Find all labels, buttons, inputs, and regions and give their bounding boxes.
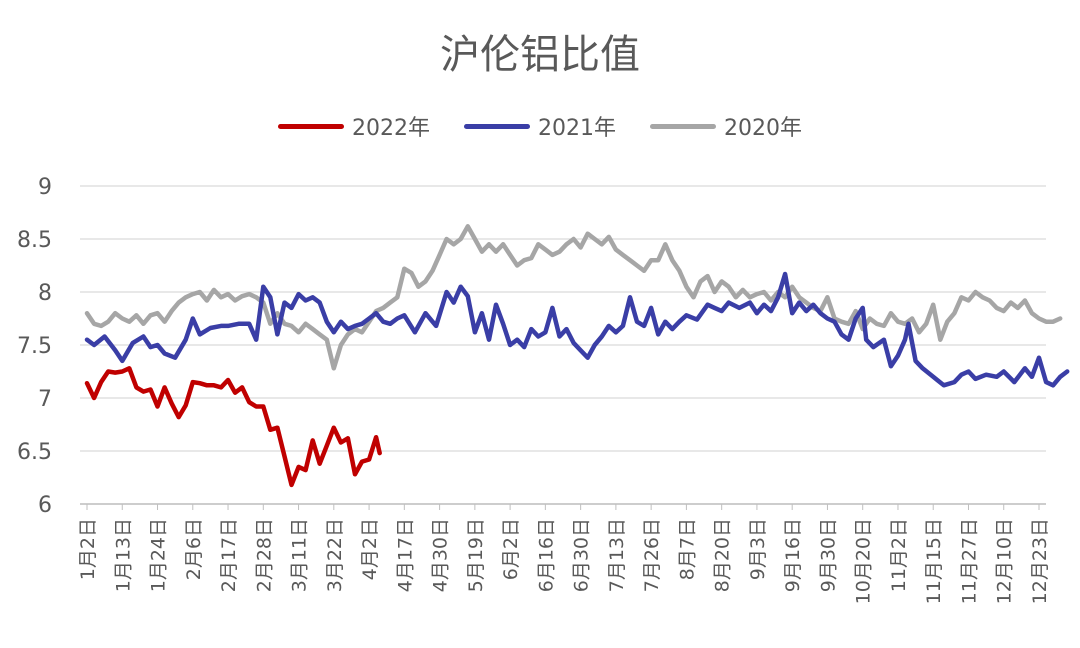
legend: 2022年 2021年 2020年 [0, 110, 1080, 142]
x-tick-label: 1月13日 [112, 518, 134, 592]
y-axis-ticks: 9 8.5 8 7.5 7 6.5 6 [17, 175, 52, 518]
legend-item-2020: 2020年 [650, 110, 802, 142]
x-tick-label: 7月13日 [606, 518, 628, 592]
x-tick-label: 4月2日 [359, 518, 381, 580]
x-tick-label: 2月28日 [253, 518, 275, 592]
legend-swatch-2022 [278, 123, 344, 129]
series-line-2 [84, 224, 1063, 371]
x-tick-label: 1月24日 [148, 518, 170, 592]
y-tick-label: 6.5 [17, 440, 52, 465]
x-tick-label: 7月26日 [641, 518, 663, 592]
x-tick-label: 6月2日 [500, 518, 522, 580]
x-tick-label: 2月17日 [218, 518, 240, 592]
y-tick-label: 8.5 [17, 228, 52, 253]
y-tick-label: 8 [38, 281, 52, 306]
gridlines [80, 185, 1046, 505]
x-tick-label: 10月20日 [853, 518, 875, 604]
y-tick-label: 6 [38, 493, 52, 518]
x-tick-label: 12月10日 [994, 518, 1016, 604]
x-tick-label: 9月3日 [747, 518, 769, 580]
legend-item-2021: 2021年 [464, 110, 616, 142]
legend-item-2022: 2022年 [278, 110, 430, 142]
x-tick-label: 8月7日 [676, 518, 698, 580]
x-tick-label: 8月20日 [712, 518, 734, 592]
legend-label-2022: 2022年 [352, 116, 430, 141]
x-tick-label: 4月17日 [394, 518, 416, 592]
y-tick-label: 7 [38, 387, 52, 412]
legend-label-2021: 2021年 [538, 116, 616, 141]
x-tick-label: 3月22日 [324, 518, 346, 592]
x-axis: 1月2日 1月13日 1月24日 2月6日 2月17日 2月28日 3月11日 3月22日 4月… [77, 503, 1051, 604]
x-tick-label: 11月2日 [888, 518, 910, 592]
x-tick-label: 11月15日 [923, 518, 945, 604]
x-tick-label: 3月11日 [289, 518, 311, 592]
x-tick-label: 1月2日 [77, 518, 99, 580]
x-tick-label: 6月16日 [535, 518, 557, 592]
series-line-0 [84, 366, 382, 488]
x-tick-label: 2月6日 [183, 518, 205, 580]
y-tick-label: 7.5 [17, 334, 52, 359]
x-tick-label: 6月30日 [571, 518, 593, 592]
series-line-1 [84, 271, 1070, 388]
x-tick-label: 11月27日 [958, 518, 980, 604]
x-tick-label: 12月23日 [1029, 518, 1051, 604]
legend-swatch-2021 [464, 123, 530, 129]
x-tick-label: 9月16日 [782, 518, 804, 592]
series-lines [84, 224, 1070, 488]
x-tick-label: 5月19日 [465, 518, 487, 592]
x-tick-label: 9月30日 [817, 518, 839, 592]
chart-title: 沪伦铝比值 [440, 32, 640, 78]
x-tick-label: 4月30日 [430, 518, 452, 592]
legend-swatch-2020 [650, 123, 716, 129]
y-tick-label: 9 [38, 175, 52, 200]
legend-label-2020: 2020年 [724, 116, 802, 141]
